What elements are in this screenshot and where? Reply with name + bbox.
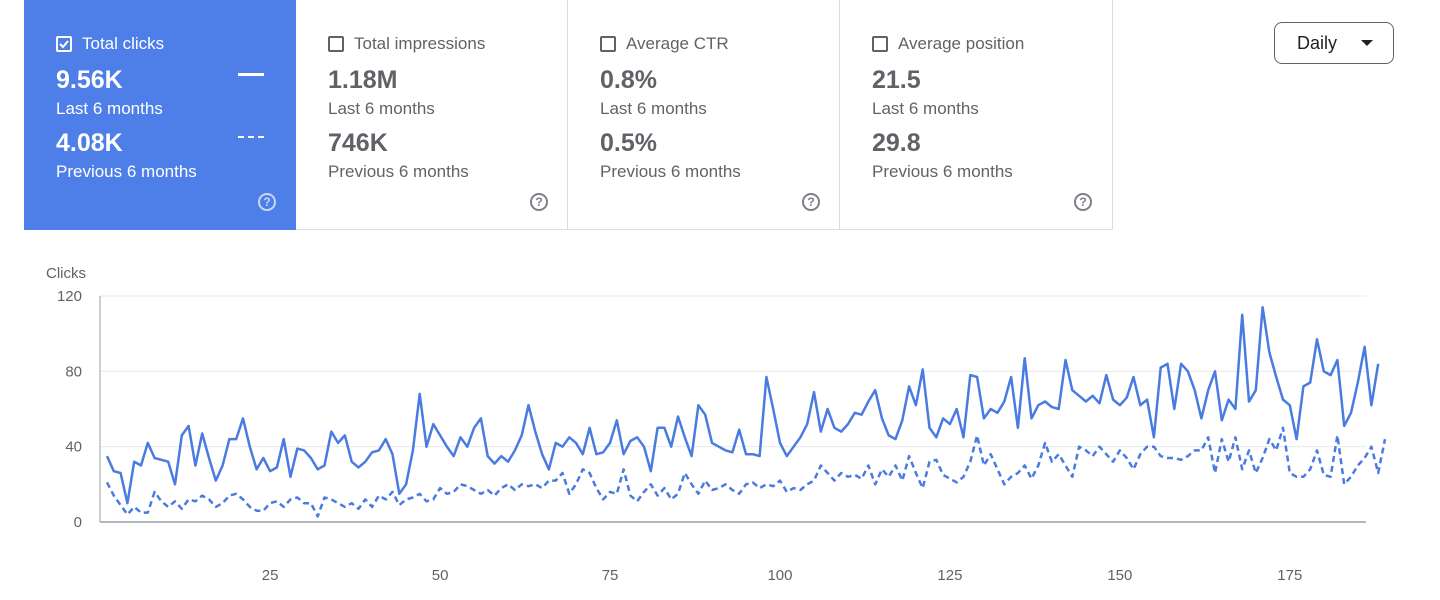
- x-tick-label: 50: [432, 567, 449, 584]
- metric-value-current: 1.18M: [328, 66, 398, 94]
- help-icon[interactable]: ?: [258, 193, 276, 211]
- metric-value-current: 9.56K: [56, 66, 123, 94]
- checkbox-checked-icon[interactable]: [56, 36, 72, 52]
- y-tick-label: 40: [65, 439, 82, 456]
- y-tick-label: 0: [74, 514, 82, 531]
- checkbox-unchecked-icon[interactable]: [872, 36, 888, 52]
- metric-value-previous: 746K: [328, 129, 388, 157]
- metric-card-average-position[interactable]: Average position 21.5 Last 6 months 29.8…: [840, 0, 1113, 230]
- y-tick-label: 80: [65, 363, 82, 380]
- performance-panel: Total clicks 9.56K Last 6 months 4.08K P…: [24, 0, 1416, 600]
- metric-card-header: Total impressions: [328, 34, 485, 54]
- metric-value-current: 21.5: [872, 66, 921, 94]
- help-icon[interactable]: ?: [1074, 193, 1092, 211]
- series-line-current-period: [105, 306, 1380, 505]
- metric-title: Average position: [898, 34, 1025, 53]
- metric-card-header: Average position: [872, 34, 1024, 54]
- granularity-dropdown[interactable]: Daily: [1274, 22, 1394, 64]
- y-tick-label: 120: [57, 288, 82, 305]
- metric-label-current: Last 6 months: [56, 99, 163, 118]
- metric-label-previous: Previous 6 months: [56, 162, 197, 181]
- caret-down-icon: [1361, 40, 1373, 46]
- metric-value-previous: 0.5%: [600, 129, 657, 157]
- metric-value-previous: 4.08K: [56, 129, 123, 157]
- y-axis-label: Clicks: [46, 265, 86, 282]
- metric-title: Total clicks: [82, 34, 165, 53]
- metric-label-current: Last 6 months: [872, 99, 979, 118]
- metric-label-current: Last 6 months: [600, 99, 707, 118]
- metric-label-previous: Previous 6 months: [872, 162, 1013, 181]
- checkbox-unchecked-icon[interactable]: [328, 36, 344, 52]
- metric-card-total-clicks[interactable]: Total clicks 9.56K Last 6 months 4.08K P…: [24, 0, 296, 230]
- clicks-line-chart: Clicks 0 40 80 120 25 50 75 100 125 150 175: [46, 265, 1387, 584]
- x-tick-label: 125: [937, 567, 962, 584]
- series-line-previous-period: [105, 426, 1387, 518]
- metric-title: Average CTR: [626, 34, 729, 53]
- legend-solid-line-icon: [238, 73, 264, 76]
- metric-label-previous: Previous 6 months: [328, 162, 469, 181]
- legend-dashed-line-icon: [238, 136, 264, 138]
- metric-card-header: Average CTR: [600, 34, 729, 54]
- granularity-selected: Daily: [1297, 32, 1338, 53]
- x-tick-label: 25: [262, 567, 279, 584]
- metric-value-current: 0.8%: [600, 66, 657, 94]
- x-tick-label: 75: [602, 567, 619, 584]
- metric-label-current: Last 6 months: [328, 99, 435, 118]
- metric-label-previous: Previous 6 months: [600, 162, 741, 181]
- x-tick-label: 175: [1277, 567, 1302, 584]
- metric-card-header: Total clicks: [56, 34, 164, 54]
- x-tick-label: 100: [767, 567, 792, 584]
- metric-value-previous: 29.8: [872, 129, 921, 157]
- metric-card-total-impressions[interactable]: Total impressions 1.18M Last 6 months 74…: [296, 0, 568, 230]
- help-icon[interactable]: ?: [802, 193, 820, 211]
- checkbox-unchecked-icon[interactable]: [600, 36, 616, 52]
- x-tick-label: 150: [1107, 567, 1132, 584]
- help-icon[interactable]: ?: [530, 193, 548, 211]
- metric-card-average-ctr[interactable]: Average CTR 0.8% Last 6 months 0.5% Prev…: [568, 0, 840, 230]
- metric-title: Total impressions: [354, 34, 486, 53]
